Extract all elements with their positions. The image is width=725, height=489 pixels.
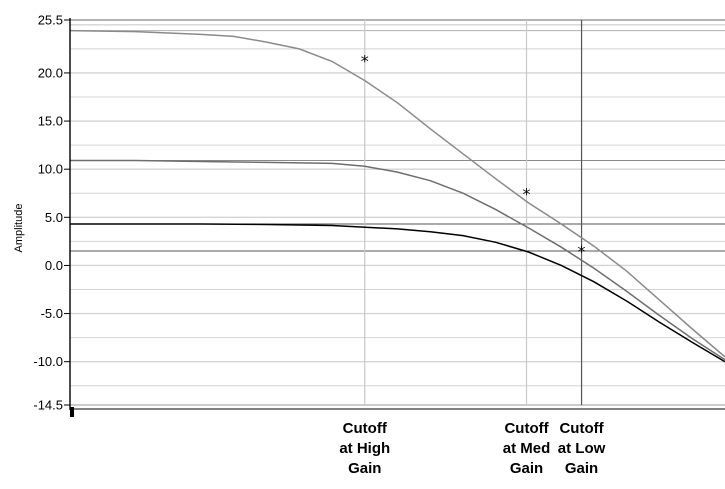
y-tick-label: 25.5 [38,13,63,28]
cutoff-marker: * [578,242,586,261]
x-axis-start-tick [70,407,74,417]
y-axis: 25.5 20.0 15.0 10.0 5.0 0.0 -5.0 -10.0 -14.5 [33,13,725,417]
y-tick-label: 20.0 [38,65,63,80]
y-axis-label: Amplitude [13,204,25,253]
y-tick-label: 5.0 [45,210,63,225]
cutoff-marker: * [361,51,369,70]
cutoff-label-line: at Low [558,440,606,457]
cutoff-label-line: Gain [565,460,598,477]
series-line [70,223,725,363]
y-tick-label: 15.0 [38,114,63,129]
cutoff-label-line: Cutoff [559,420,604,437]
y-tick-label: 10.0 [38,162,63,177]
cutoff-lines [364,20,583,405]
series-group [69,29,725,363]
cutoff-label-line: Cutoff [504,420,549,437]
cutoff-label-line: Gain [348,460,381,477]
y-tick-label: -10.0 [33,354,63,369]
cutoff-marker: * [523,184,531,203]
grid [70,19,725,406]
cutoff-label-line: Gain [510,460,543,477]
y-tick-label: -5.0 [41,306,63,321]
cutoff-label-line: at Med [503,440,551,457]
cutoff-label-line: at High [339,440,390,457]
cutoff-markers: * * * [361,51,586,261]
y-tick-label: -14.5 [33,398,63,413]
y-tick-label: 0.0 [45,258,63,273]
series-line [69,29,725,358]
cutoff-label-line: Cutoff [343,420,388,437]
series-line [70,159,725,361]
